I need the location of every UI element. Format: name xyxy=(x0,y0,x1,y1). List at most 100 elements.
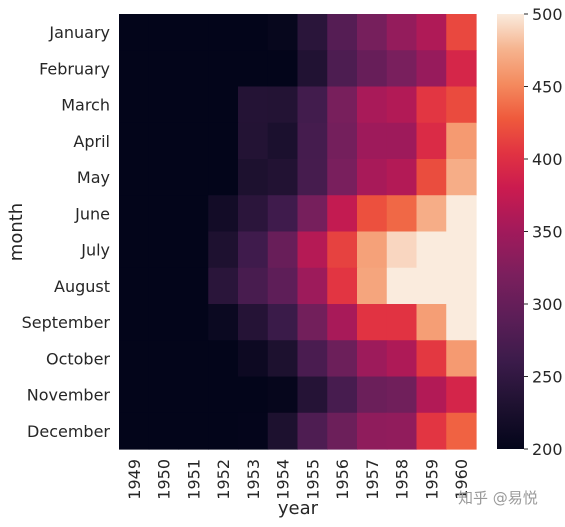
heatmap-cell xyxy=(357,340,388,378)
heatmap-cell xyxy=(327,304,358,341)
heatmap-cell xyxy=(416,376,447,414)
heatmap-cell xyxy=(327,50,358,88)
y-tick-label: September xyxy=(22,313,111,332)
y-tick-labels: January February March April May June July Augu… xyxy=(22,23,111,441)
heatmap-cell xyxy=(327,376,358,414)
heatmap-cell xyxy=(178,267,209,305)
heatmap-cell xyxy=(297,50,328,88)
heatmap-cell xyxy=(148,159,180,196)
heatmap-cell xyxy=(148,14,180,51)
y-tick-label: April xyxy=(73,132,110,151)
heatmap-cell xyxy=(148,376,180,414)
heatmap-cell xyxy=(357,267,388,305)
heatmap-cell xyxy=(119,376,150,414)
heatmap-cell xyxy=(446,412,477,450)
heatmap-cell xyxy=(357,195,388,233)
x-tick-label: 1952 xyxy=(214,459,233,500)
heatmap-cell xyxy=(178,14,209,51)
heatmap-cell xyxy=(267,267,299,305)
heatmap-cell xyxy=(416,195,447,233)
heatmap-cell xyxy=(386,340,418,378)
y-tick-label: August xyxy=(54,277,110,296)
heatmap-cell xyxy=(416,50,447,88)
heatmap-cell xyxy=(297,304,328,341)
heatmap-cell xyxy=(148,50,180,88)
heatmap-cell xyxy=(148,412,180,450)
heatmap-cell xyxy=(238,122,269,160)
heatmap-cell xyxy=(267,304,299,341)
y-tick-label: January xyxy=(48,23,110,42)
colorbar-ticks: 500 450 400 350 300 250 200 xyxy=(524,5,563,459)
heatmap-cell xyxy=(357,412,388,450)
x-tick-label: 1953 xyxy=(244,459,263,500)
heatmap-cell xyxy=(208,340,239,378)
heatmap-cell xyxy=(267,340,299,378)
heatmap-cell xyxy=(119,340,150,378)
heatmap-cell xyxy=(238,267,269,305)
heatmap-cell xyxy=(208,304,239,341)
x-tick-label: 1951 xyxy=(184,459,203,500)
heatmap-cell xyxy=(327,86,358,124)
heatmap-cell xyxy=(357,50,388,88)
heatmap-cell xyxy=(357,86,388,124)
heatmap-cell xyxy=(148,122,180,160)
heatmap-cell xyxy=(267,412,299,450)
heatmap-cell xyxy=(208,376,239,414)
heatmap-cell xyxy=(386,122,418,160)
x-tick-labels: 1949 1950 1951 1952 1953 1954 1955 1956 1957 1958… xyxy=(125,459,471,500)
heatmap-cell xyxy=(327,231,358,269)
heatmap-cell xyxy=(386,195,418,233)
heatmap-cell xyxy=(416,14,447,51)
heatmap-cell xyxy=(297,122,328,160)
heatmap-cell xyxy=(386,304,418,341)
heatmap-cell xyxy=(178,50,209,88)
heatmap-cell xyxy=(238,340,269,378)
heatmap-cell xyxy=(416,412,447,450)
heatmap-cell xyxy=(119,159,150,196)
heatmap-cell xyxy=(208,159,239,196)
x-tick-label: 1956 xyxy=(333,459,352,500)
x-tick-label: 1949 xyxy=(125,459,144,500)
colorbar-tick-label: 300 xyxy=(532,295,563,314)
watermark: 知乎 @易悦 xyxy=(458,489,538,507)
heatmap-cell xyxy=(238,231,269,269)
colorbar-tick-label: 450 xyxy=(532,78,563,97)
heatmap-cell xyxy=(267,50,299,88)
heatmap-cell xyxy=(119,304,150,341)
heatmap-cell xyxy=(386,412,418,450)
colorbar-tick-label: 400 xyxy=(532,150,563,169)
heatmap-cell xyxy=(178,412,209,450)
heatmap-cell xyxy=(297,231,328,269)
y-tick-label: March xyxy=(61,96,110,115)
heatmap-cell xyxy=(238,412,269,450)
heatmap-cell xyxy=(178,159,209,196)
colorbar-tick-label: 200 xyxy=(532,440,563,459)
x-tick-label: 1954 xyxy=(274,459,293,500)
heatmap-cell xyxy=(446,14,477,51)
y-tick-label: December xyxy=(27,422,110,441)
heatmap-cell xyxy=(148,340,180,378)
heatmap-cell xyxy=(446,340,477,378)
heatmap-cell xyxy=(238,376,269,414)
heatmap-cell xyxy=(208,267,239,305)
x-axis-label: year xyxy=(278,498,319,519)
heatmap-cell xyxy=(446,86,477,124)
heatmap-cell xyxy=(327,14,358,51)
x-tick-label: 1957 xyxy=(363,459,382,500)
colorbar xyxy=(497,14,524,449)
heatmap-cell xyxy=(178,340,209,378)
heatmap-cell xyxy=(178,122,209,160)
heatmap-cell xyxy=(208,195,239,233)
x-tick-label: 1960 xyxy=(452,459,471,500)
heatmap-cell xyxy=(119,412,150,450)
heatmap-cell xyxy=(386,50,418,88)
heatmap-cell xyxy=(208,122,239,160)
y-tick-label: June xyxy=(74,204,110,223)
y-tick-label: October xyxy=(46,349,110,368)
heatmap-cell xyxy=(148,304,180,341)
heatmap-cell xyxy=(446,122,477,160)
heatmap-cell xyxy=(327,195,358,233)
heatmap-cell xyxy=(178,304,209,341)
heatmap-cell xyxy=(416,159,447,196)
